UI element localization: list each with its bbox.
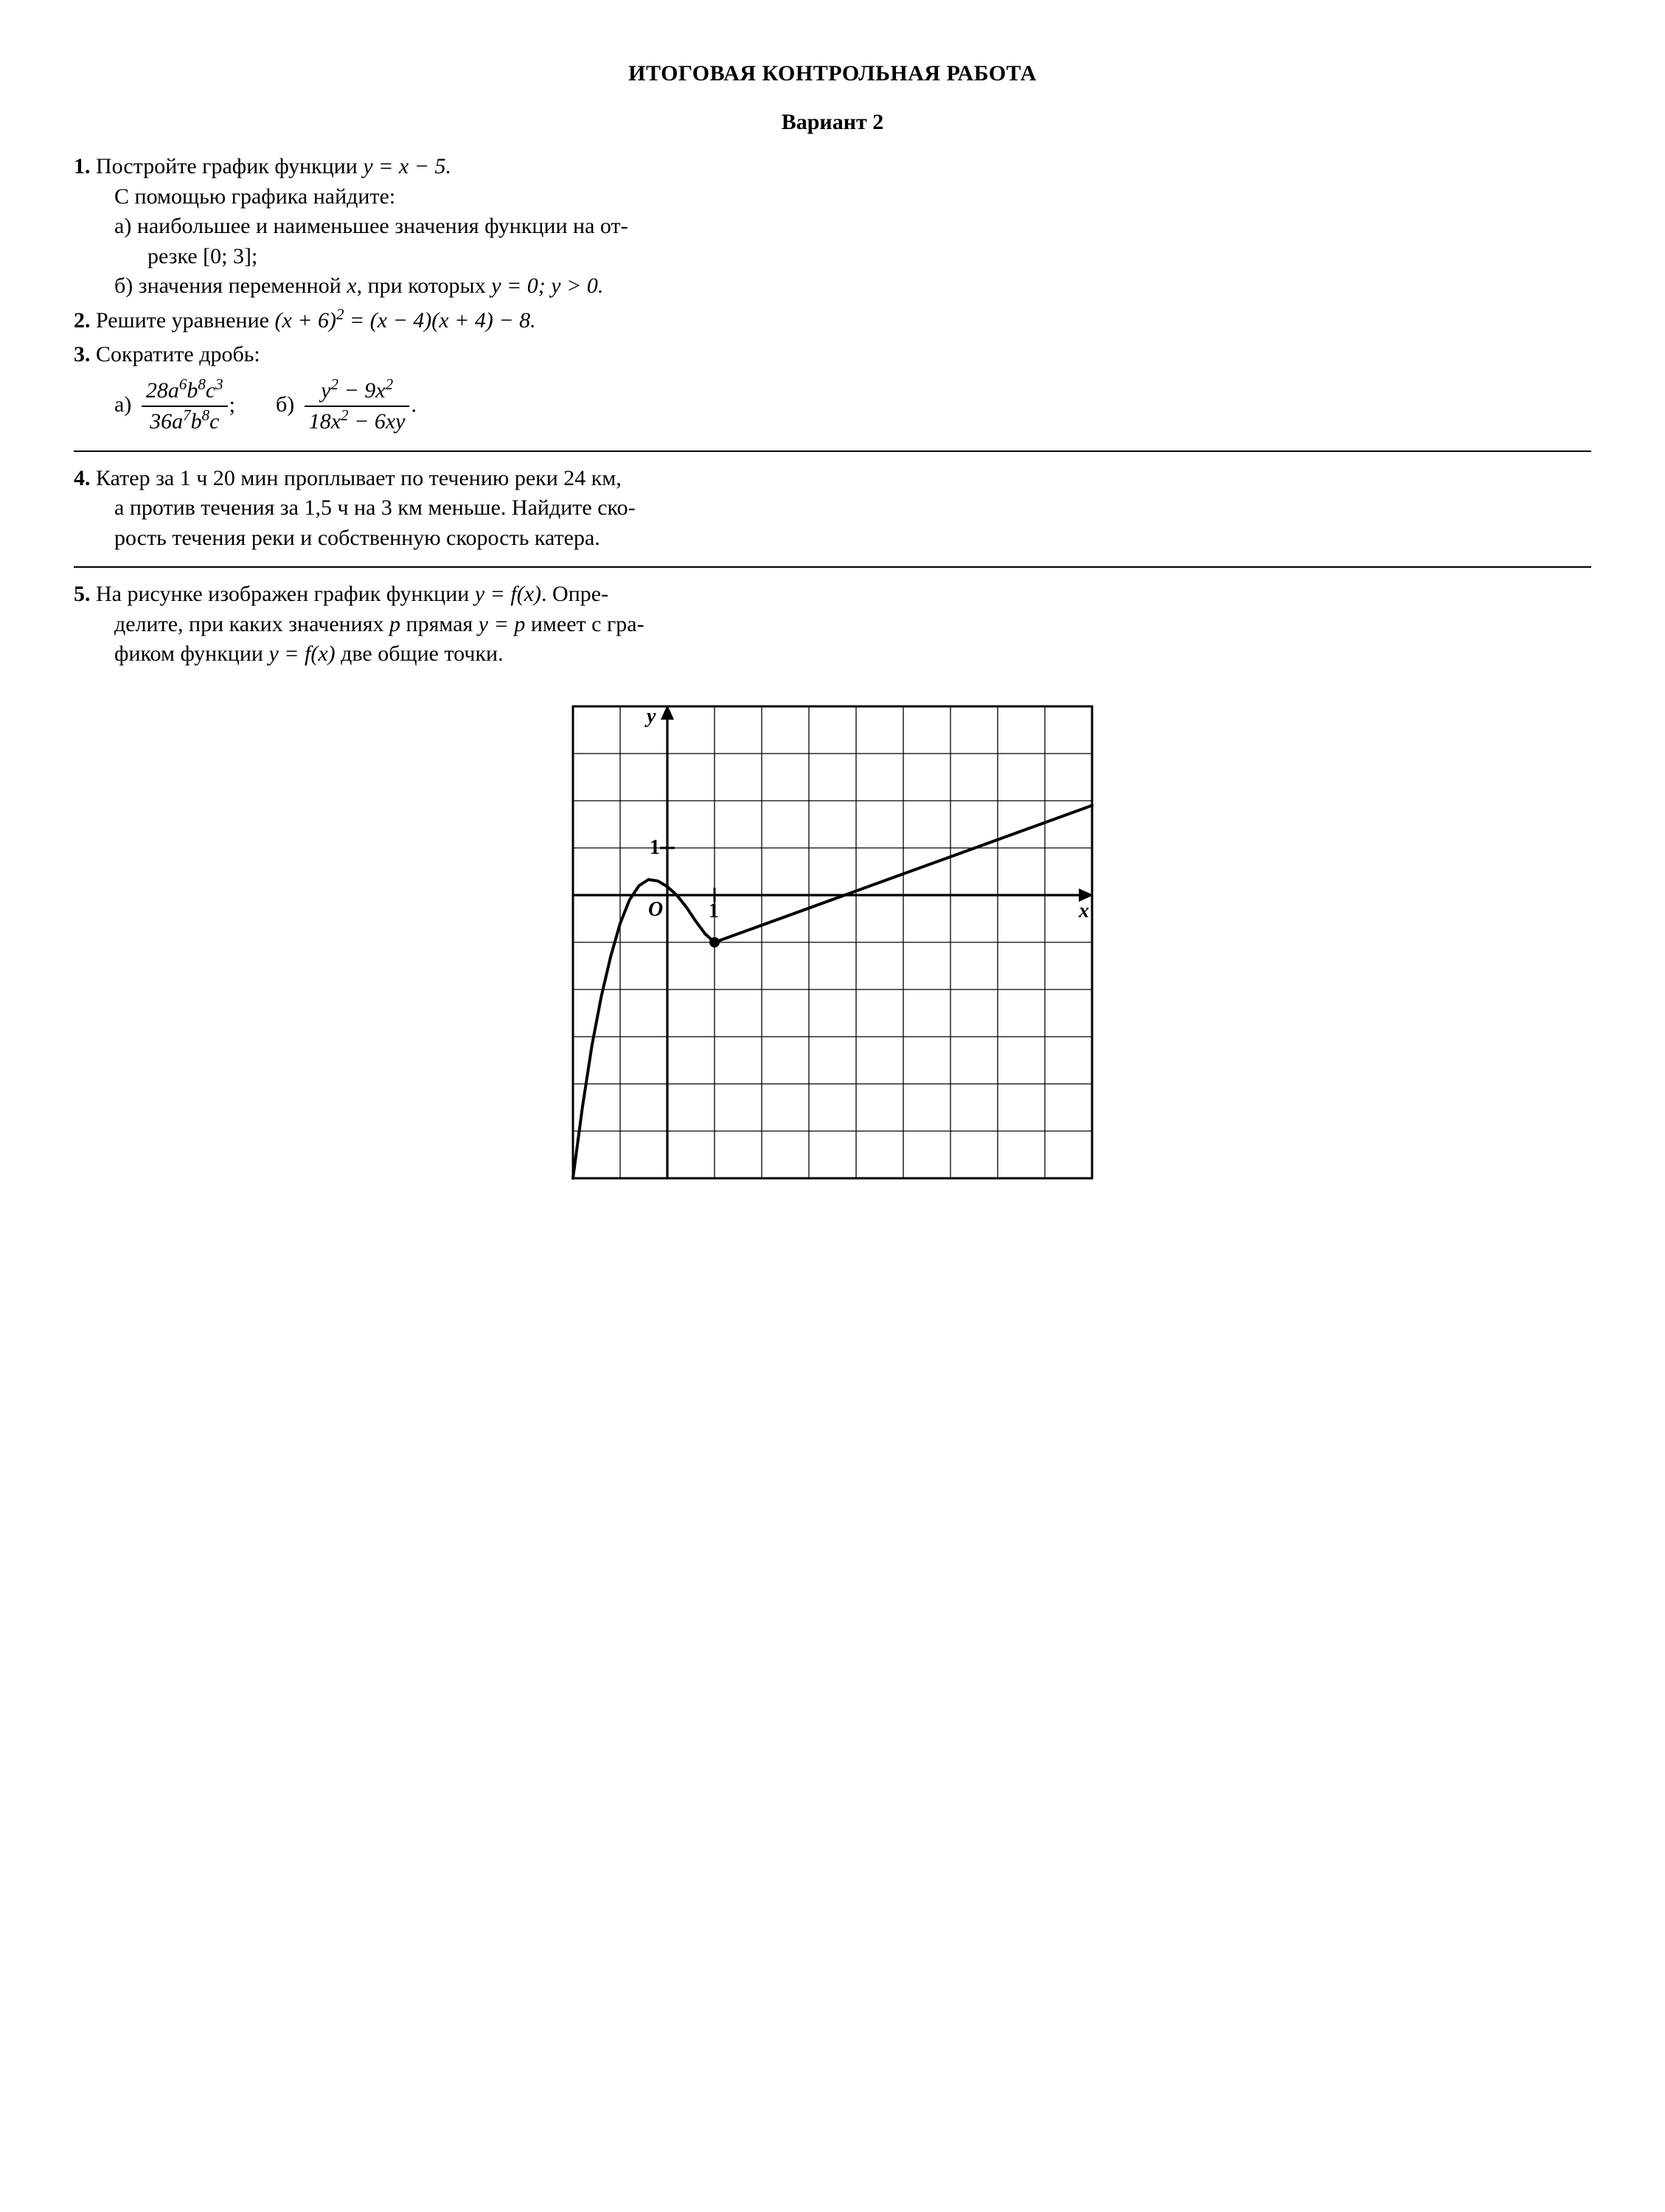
fraction: 28a6b8c3 36a7b8c — [142, 376, 228, 437]
problem-text-line: делите, при каких значениях p прямая y =… — [74, 610, 1591, 640]
problem-subitem-b: б) значения переменной x, при которых y … — [74, 271, 1591, 302]
item-label: а) — [114, 214, 131, 238]
problem-number: 4. — [74, 466, 91, 490]
item-label: а) — [114, 392, 131, 417]
page-subtitle: Вариант 2 — [74, 108, 1591, 138]
problem-text: На рисунке изображен график функции — [96, 582, 475, 606]
graph-container: y x O 1 1 — [74, 692, 1591, 1193]
fraction-den: 18x2 − 6xy — [305, 407, 410, 437]
problem-text: фиком функции — [114, 641, 268, 666]
problem-text: делите, при каких значениях — [114, 612, 389, 636]
problem-math: (x + 6)2 = (x − 4)(x + 4) − 8. — [274, 308, 535, 333]
problem-4: 4. Катер за 1 ч 20 мин проплывает по теч… — [74, 464, 1591, 554]
problem-text: Решите уравнение — [96, 308, 274, 333]
fraction: y2 − 9x2 18x2 − 6xy — [305, 376, 410, 437]
problem-text: прямая — [400, 612, 479, 636]
problem-text: . Опре- — [541, 582, 608, 606]
problem-text: имеет с гра- — [525, 612, 644, 636]
problem-subitem-a: а) наибольшее и наименьшее значения функ… — [74, 212, 1591, 242]
problem-text: Сократите дробь: — [96, 342, 260, 366]
divider — [74, 451, 1591, 452]
fraction-num: y2 − 9x2 — [305, 376, 410, 408]
item-text: наибольшее и наименьшее значения функции… — [137, 214, 628, 238]
tail: . — [411, 392, 417, 417]
problem-5: 5. На рисунке изображен график функции y… — [74, 580, 1591, 669]
problem-subitem-a-cont: резке [0; 3]; — [74, 242, 1591, 272]
svg-text:1: 1 — [709, 900, 719, 922]
svg-text:1: 1 — [650, 836, 660, 859]
problem-text: а против течения за 1,5 ч на 3 км меньше… — [74, 493, 1591, 524]
page-title: ИТОГОВАЯ КОНТРОЛЬНАЯ РАБОТА — [74, 59, 1591, 89]
problem-2: 2. Решите уравнение (x + 6)2 = (x − 4)(x… — [74, 306, 1591, 336]
problem-text: рость течения реки и собственную скорост… — [74, 524, 1591, 554]
item-label: б) — [276, 392, 294, 417]
item-math: y = 0; y > 0. — [491, 274, 603, 298]
problem-3a: а) 28a6b8c3 36a7b8c ; — [114, 376, 235, 437]
problem-1: 1. Постройте график функции y = x − 5. С… — [74, 152, 1591, 302]
problem-3b: б) y2 − 9x2 18x2 − 6xy . — [276, 376, 417, 437]
problem-text: Постройте график функции — [96, 154, 363, 178]
problem-text: две общие точки. — [336, 641, 504, 666]
problem-text-line: фиком функции y = f(x) две общие точки. — [74, 639, 1591, 669]
problem-number: 2. — [74, 308, 91, 333]
problem-math: y = x − 5. — [363, 154, 451, 178]
item-text: , при которых — [357, 274, 492, 298]
problem-math: p — [389, 612, 400, 636]
svg-text:y: y — [644, 705, 656, 728]
problem-math: y = p — [479, 612, 526, 636]
problem-number: 5. — [74, 582, 91, 606]
item-math: x — [347, 274, 356, 298]
problem-3: 3. Сократите дробь: а) 28a6b8c3 36a7b8c … — [74, 340, 1591, 437]
problem-3-items: а) 28a6b8c3 36a7b8c ; б) y2 − 9x2 18x2 −… — [74, 376, 1591, 437]
svg-text:x: x — [1078, 900, 1089, 922]
svg-text:O: O — [648, 898, 663, 921]
divider — [74, 566, 1591, 568]
fraction-den: 36a7b8c — [142, 407, 228, 437]
problem-math: y = f(x) — [475, 582, 541, 606]
item-text: значения переменной — [139, 274, 347, 298]
item-label: б) — [114, 274, 133, 298]
problem-text: Катер за 1 ч 20 мин проплывает по течени… — [96, 466, 622, 490]
tail: ; — [229, 392, 235, 417]
problem-number: 1. — [74, 154, 91, 178]
function-graph: y x O 1 1 — [558, 692, 1107, 1193]
fraction-num: 28a6b8c3 — [142, 376, 228, 408]
problem-text: С помощью графика найдите: — [74, 182, 1591, 212]
problem-math: y = f(x) — [268, 641, 335, 666]
problem-number: 3. — [74, 342, 91, 366]
